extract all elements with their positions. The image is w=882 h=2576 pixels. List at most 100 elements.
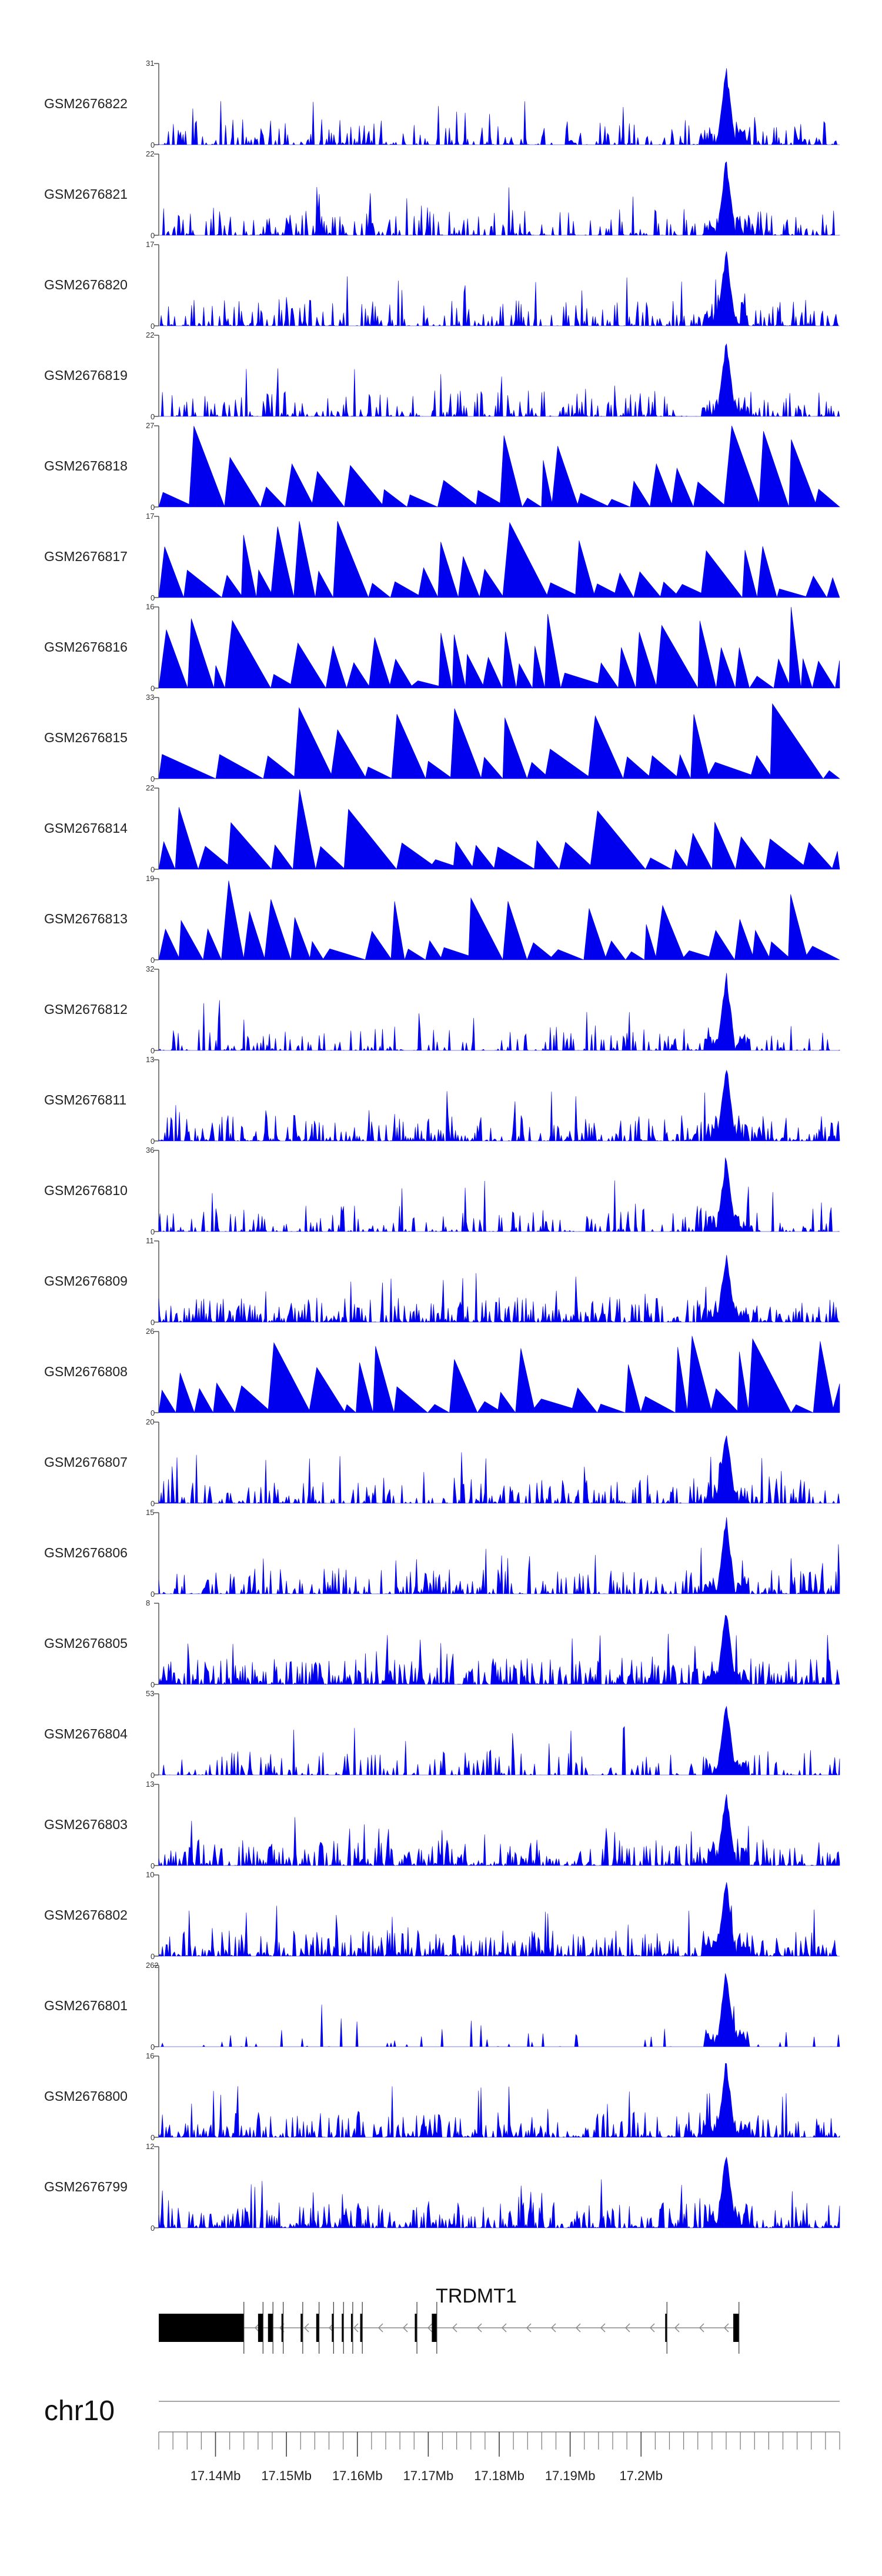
strand-chevron [402,2323,408,2333]
y-max-label: 8 [146,1599,150,1607]
strand-chevron [624,2323,630,2333]
y-zero-label: 0 [151,1861,155,1870]
y-zero-label: 0 [151,2133,155,2142]
strand-chevron [476,2323,482,2333]
track-GSM2676815: GSM2676815 33 0 [44,693,840,783]
y-zero-label: 0 [151,1499,155,1508]
x-tick-label: 17.17Mb [403,2468,454,2483]
track-label: GSM2676821 [44,186,128,202]
track-GSM2676818: GSM2676818 27 0 [44,421,840,512]
track-GSM2676820: GSM2676820 17 0 [44,240,840,331]
track-GSM2676814: GSM2676814 22 0 [44,783,840,874]
y-max-label: 22 [146,331,154,339]
track-label: GSM2676807 [44,1454,128,1470]
y-zero-label: 0 [151,865,155,874]
y-zero-label: 0 [151,1771,155,1780]
x-tick-label: 17.18Mb [474,2468,524,2483]
coverage-area [158,1706,840,1776]
y-zero-label: 0 [151,412,155,421]
exon-block [300,2314,303,2342]
y-zero-label: 0 [151,1227,155,1236]
y-zero-label: 0 [151,956,155,965]
y-max-label: 10 [146,1870,154,1879]
track-label: GSM2676818 [44,458,128,473]
track-label: GSM2676810 [44,1183,128,1198]
y-max-label: 22 [146,149,154,158]
track-label: GSM2676816 [44,639,128,655]
y-max-label: 17 [146,512,154,520]
track-label: GSM2676812 [44,1002,128,1017]
strand-chevron [377,2323,383,2333]
exon-block [665,2314,667,2342]
track-GSM2676812: GSM2676812 32 0 [44,965,840,1055]
track-GSM2676811: GSM2676811 13 0 [44,1055,840,1146]
chromosome-label: chr10 [44,2395,115,2427]
x-tick-label: 17.15Mb [261,2468,312,2483]
strand-chevron [600,2323,606,2333]
strand-chevron [723,2323,729,2333]
y-max-label: 12 [146,2142,154,2151]
y-max-label: 11 [146,1236,154,1245]
strand-chevron [550,2323,556,2333]
coverage-area [158,703,840,780]
y-max-label: 20 [146,1417,154,1426]
track-label: GSM2676805 [44,1636,128,1651]
y-max-label: 31 [146,59,154,68]
y-zero-label: 0 [151,775,155,783]
y-max-label: 13 [146,1055,154,1064]
gene-annotation-track: TRDMT1 [159,2285,740,2354]
y-zero-label: 0 [151,1409,155,1417]
y-max-label: 53 [146,1689,154,1698]
coverage-area [158,1157,840,1233]
track-GSM2676809: GSM2676809 11 0 [44,1236,840,1327]
x-tick-label: 17.16Mb [332,2468,383,2483]
y-zero-label: 0 [151,1590,155,1599]
track-GSM2676810: GSM2676810 36 0 [44,1146,840,1236]
track-label: GSM2676819 [44,368,128,383]
exon-block [268,2314,273,2342]
track-GSM2676807: GSM2676807 20 0 [44,1417,840,1508]
y-max-label: 16 [146,2051,154,2060]
track-GSM2676817: GSM2676817 17 0 [44,512,840,602]
coverage-area [158,68,840,146]
y-max-label: 27 [146,421,154,430]
exon-block [360,2314,363,2342]
track-label: GSM2676800 [44,2088,128,2104]
coverage-area [158,1254,840,1323]
strand-chevron [254,2323,260,2333]
track-label: GSM2676822 [44,96,128,111]
track-GSM2676806: GSM2676806 15 0 [44,1508,840,1599]
coverage-area [158,1435,840,1504]
track-GSM2676805: GSM2676805 8 0 [44,1599,840,1689]
track-label: GSM2676815 [44,730,128,745]
track-GSM2676800: GSM2676800 16 0 [44,2051,840,2142]
exon-block [316,2314,319,2342]
exon-block [432,2314,437,2342]
exon-block [415,2314,417,2342]
track-label: GSM2676820 [44,277,128,292]
y-max-label: 17 [146,240,154,249]
exon-block [258,2314,263,2342]
y-max-label: 32 [146,965,154,973]
y-zero-label: 0 [151,1137,155,1146]
y-max-label: 33 [146,693,154,702]
coverage-area [158,1794,840,1867]
coverage-tracks: GSM2676822310GSM2676821220GSM2676820170G… [44,59,840,2233]
y-max-label: 15 [146,1508,154,1517]
y-zero-label: 0 [151,1046,155,1055]
y-zero-label: 0 [151,2224,155,2233]
track-GSM2676808: GSM2676808 26 0 [44,1327,840,1417]
y-zero-label: 0 [151,593,155,602]
track-label: GSM2676804 [44,1726,128,1741]
coverage-area [158,425,840,508]
y-zero-label: 0 [151,2043,155,2051]
track-GSM2676813: GSM2676813 19 0 [44,874,840,965]
coverage-area [158,2063,840,2138]
track-label: GSM2676806 [44,1545,128,1560]
coverage-area [159,1973,840,2047]
y-zero-label: 0 [151,684,155,693]
coverage-area [158,789,840,870]
track-GSM2676803: GSM2676803 13 0 [44,1780,840,1870]
exon-block [350,2314,353,2342]
y-max-label: 36 [146,1146,154,1154]
